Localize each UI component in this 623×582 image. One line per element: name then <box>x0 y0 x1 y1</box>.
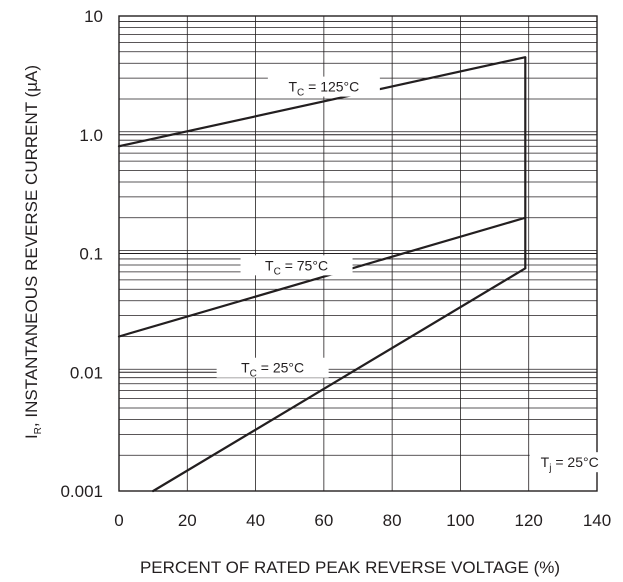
y-tick-label: 10 <box>84 7 103 26</box>
series-label-2: TC = 25°C <box>241 360 304 380</box>
tick-labels: 0 20 40 60 80 100 120 140 0.001 0.01 0.1 1.0 10 <box>60 7 611 530</box>
junction-temp-annotation: Tj = 25°C <box>541 454 599 474</box>
series-line-1 <box>117 216 527 338</box>
labels: TC = 125°C TC = 75°C TC = 25°C Tj = 25°C <box>216 76 610 474</box>
series-label-bg <box>216 357 329 378</box>
series-label-bg <box>240 255 353 276</box>
x-tick-label: 100 <box>446 511 474 530</box>
annotation-bg <box>529 452 610 473</box>
x-tick-label: 60 <box>314 511 333 530</box>
x-tick-label: 140 <box>583 511 611 530</box>
x-tick-label: 40 <box>246 511 265 530</box>
x-tick-label: 0 <box>114 511 123 530</box>
x-tick-label: 20 <box>178 511 197 530</box>
y-tick-label: 0.1 <box>79 245 103 264</box>
x-axis-title: PERCENT OF RATED PEAK REVERSE VOLTAGE (%… <box>140 558 560 577</box>
x-tick-label: 80 <box>383 511 402 530</box>
y-axis-title: IR, INSTANTANEOUS REVERSE CURRENT (µA) <box>22 65 44 439</box>
axis-titles: PERCENT OF RATED PEAK REVERSE VOLTAGE (%… <box>22 65 560 577</box>
series-label-1: TC = 75°C <box>265 257 328 277</box>
y-tick-label: 1.0 <box>79 126 103 145</box>
x-tick-label: 120 <box>515 511 543 530</box>
y-tick-label: 0.001 <box>60 482 103 501</box>
y-tick-label: 0.01 <box>70 363 103 382</box>
curves <box>117 56 527 493</box>
series-label-0: TC = 125°C <box>288 79 359 99</box>
series-label-bg <box>267 76 380 97</box>
series-line-2 <box>152 267 527 493</box>
series-line-0 <box>117 56 527 148</box>
